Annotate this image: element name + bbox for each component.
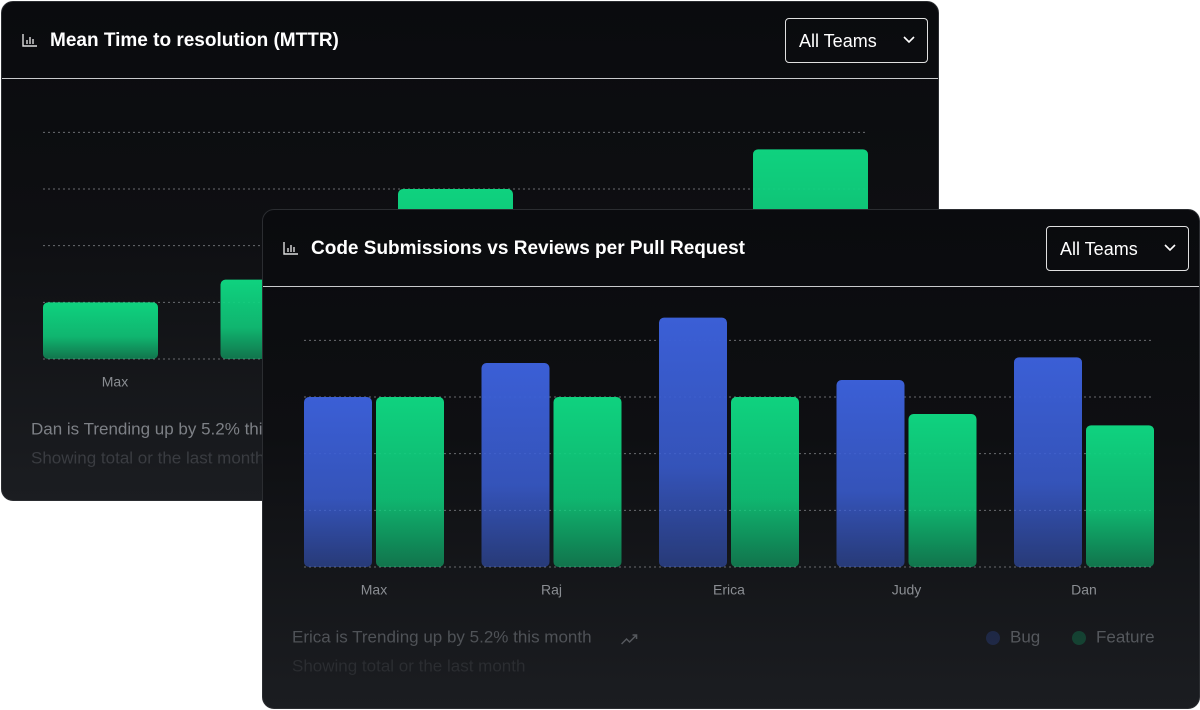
subtitle: Showing total or the last month xyxy=(292,656,525,675)
subtitle: Showing total or the last month xyxy=(31,448,264,467)
bar xyxy=(481,363,550,567)
card-title: Code Submissions vs Reviews per Pull Req… xyxy=(311,238,745,259)
bar xyxy=(1014,357,1082,567)
bar xyxy=(1086,425,1154,567)
bar xyxy=(304,397,372,567)
team-dropdown[interactable]: All Teams xyxy=(785,18,928,63)
card-header: Code Submissions vs Reviews per Pull Req… xyxy=(263,210,1199,287)
dropdown-label: All Teams xyxy=(799,31,877,51)
caption: Dan is Trending up by 5.2% this month xyxy=(31,419,323,438)
caption: Erica is Trending up by 5.2% this month xyxy=(292,627,592,646)
team-dropdown[interactable]: All Teams xyxy=(1046,226,1189,271)
bar xyxy=(836,380,905,567)
bar xyxy=(376,397,444,567)
legend-swatch xyxy=(986,631,1000,645)
card-header: Mean Time to resolution (MTTR) All Teams xyxy=(2,2,938,79)
bar xyxy=(43,302,158,359)
x-tick-label: Dan xyxy=(1071,582,1097,598)
bar xyxy=(731,397,799,567)
chart-icon xyxy=(283,242,298,255)
card-title: Mean Time to resolution (MTTR) xyxy=(50,30,339,51)
legend-swatch xyxy=(1072,631,1086,645)
card: Max Raj Erica Judy Dan Bug Feature Erica is Tre… xyxy=(262,209,1200,709)
x-tick-label: Max xyxy=(102,374,128,390)
dropdown-label: All Teams xyxy=(1060,239,1138,259)
x-tick-label: Max xyxy=(361,582,387,598)
x-tick-label: Judy xyxy=(892,582,922,598)
bar xyxy=(659,317,727,567)
chevron xyxy=(1164,244,1176,252)
x-tick-label: Erica xyxy=(713,582,745,598)
bar xyxy=(908,414,977,567)
chart: Max Raj Erica Judy Dan Bug Feature Erica is Tre… xyxy=(292,317,1155,675)
chart-icon xyxy=(22,34,37,47)
legend-label: Feature xyxy=(1096,627,1155,646)
x-tick-label: Raj xyxy=(541,582,562,598)
trend-icon xyxy=(621,634,638,645)
legend-label: Bug xyxy=(1010,627,1040,646)
bar xyxy=(553,397,622,567)
chevron xyxy=(903,36,915,44)
